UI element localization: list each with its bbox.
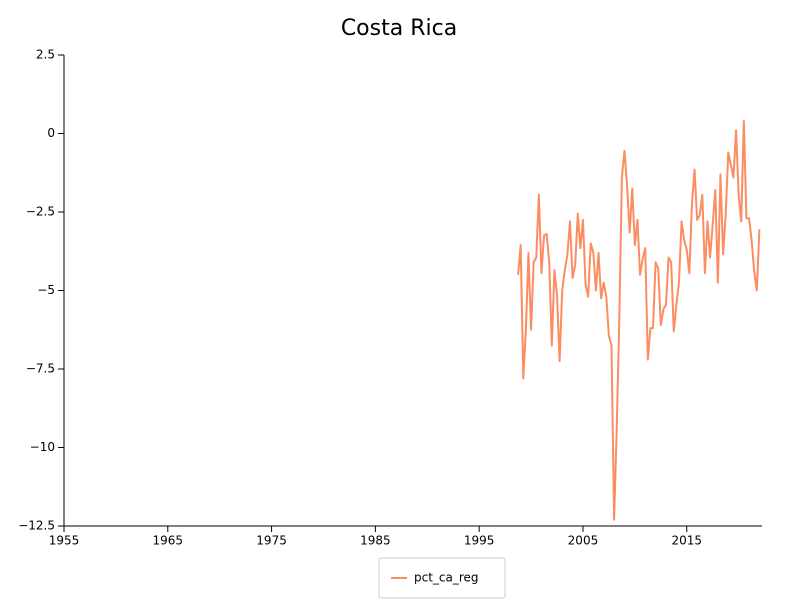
y-tick-label: −10 bbox=[30, 440, 55, 454]
y-tick-label: −7.5 bbox=[26, 362, 55, 376]
x-tick-label: 2005 bbox=[568, 534, 599, 548]
y-tick-label: 0 bbox=[47, 126, 55, 140]
legend-box bbox=[378, 557, 506, 599]
legend-label: pct_ca_reg bbox=[414, 571, 479, 585]
y-tick-label: −5 bbox=[37, 283, 55, 297]
x-tick-label: 1995 bbox=[464, 534, 495, 548]
x-tick-label: 1985 bbox=[360, 534, 391, 548]
x-tick-label: 2015 bbox=[671, 534, 702, 548]
x-tick-label: 1975 bbox=[256, 534, 287, 548]
chart-title: Costa Rica bbox=[341, 16, 457, 41]
x-tick-label: 1965 bbox=[153, 534, 184, 548]
y-tick-label: 2.5 bbox=[36, 48, 55, 62]
y-tick-label: −12.5 bbox=[18, 519, 55, 533]
legend: pct_ca_reg bbox=[378, 557, 506, 599]
data-line bbox=[517, 119, 761, 521]
x-tick-label: 1955 bbox=[49, 534, 80, 548]
y-tick-label: −2.5 bbox=[26, 205, 55, 219]
